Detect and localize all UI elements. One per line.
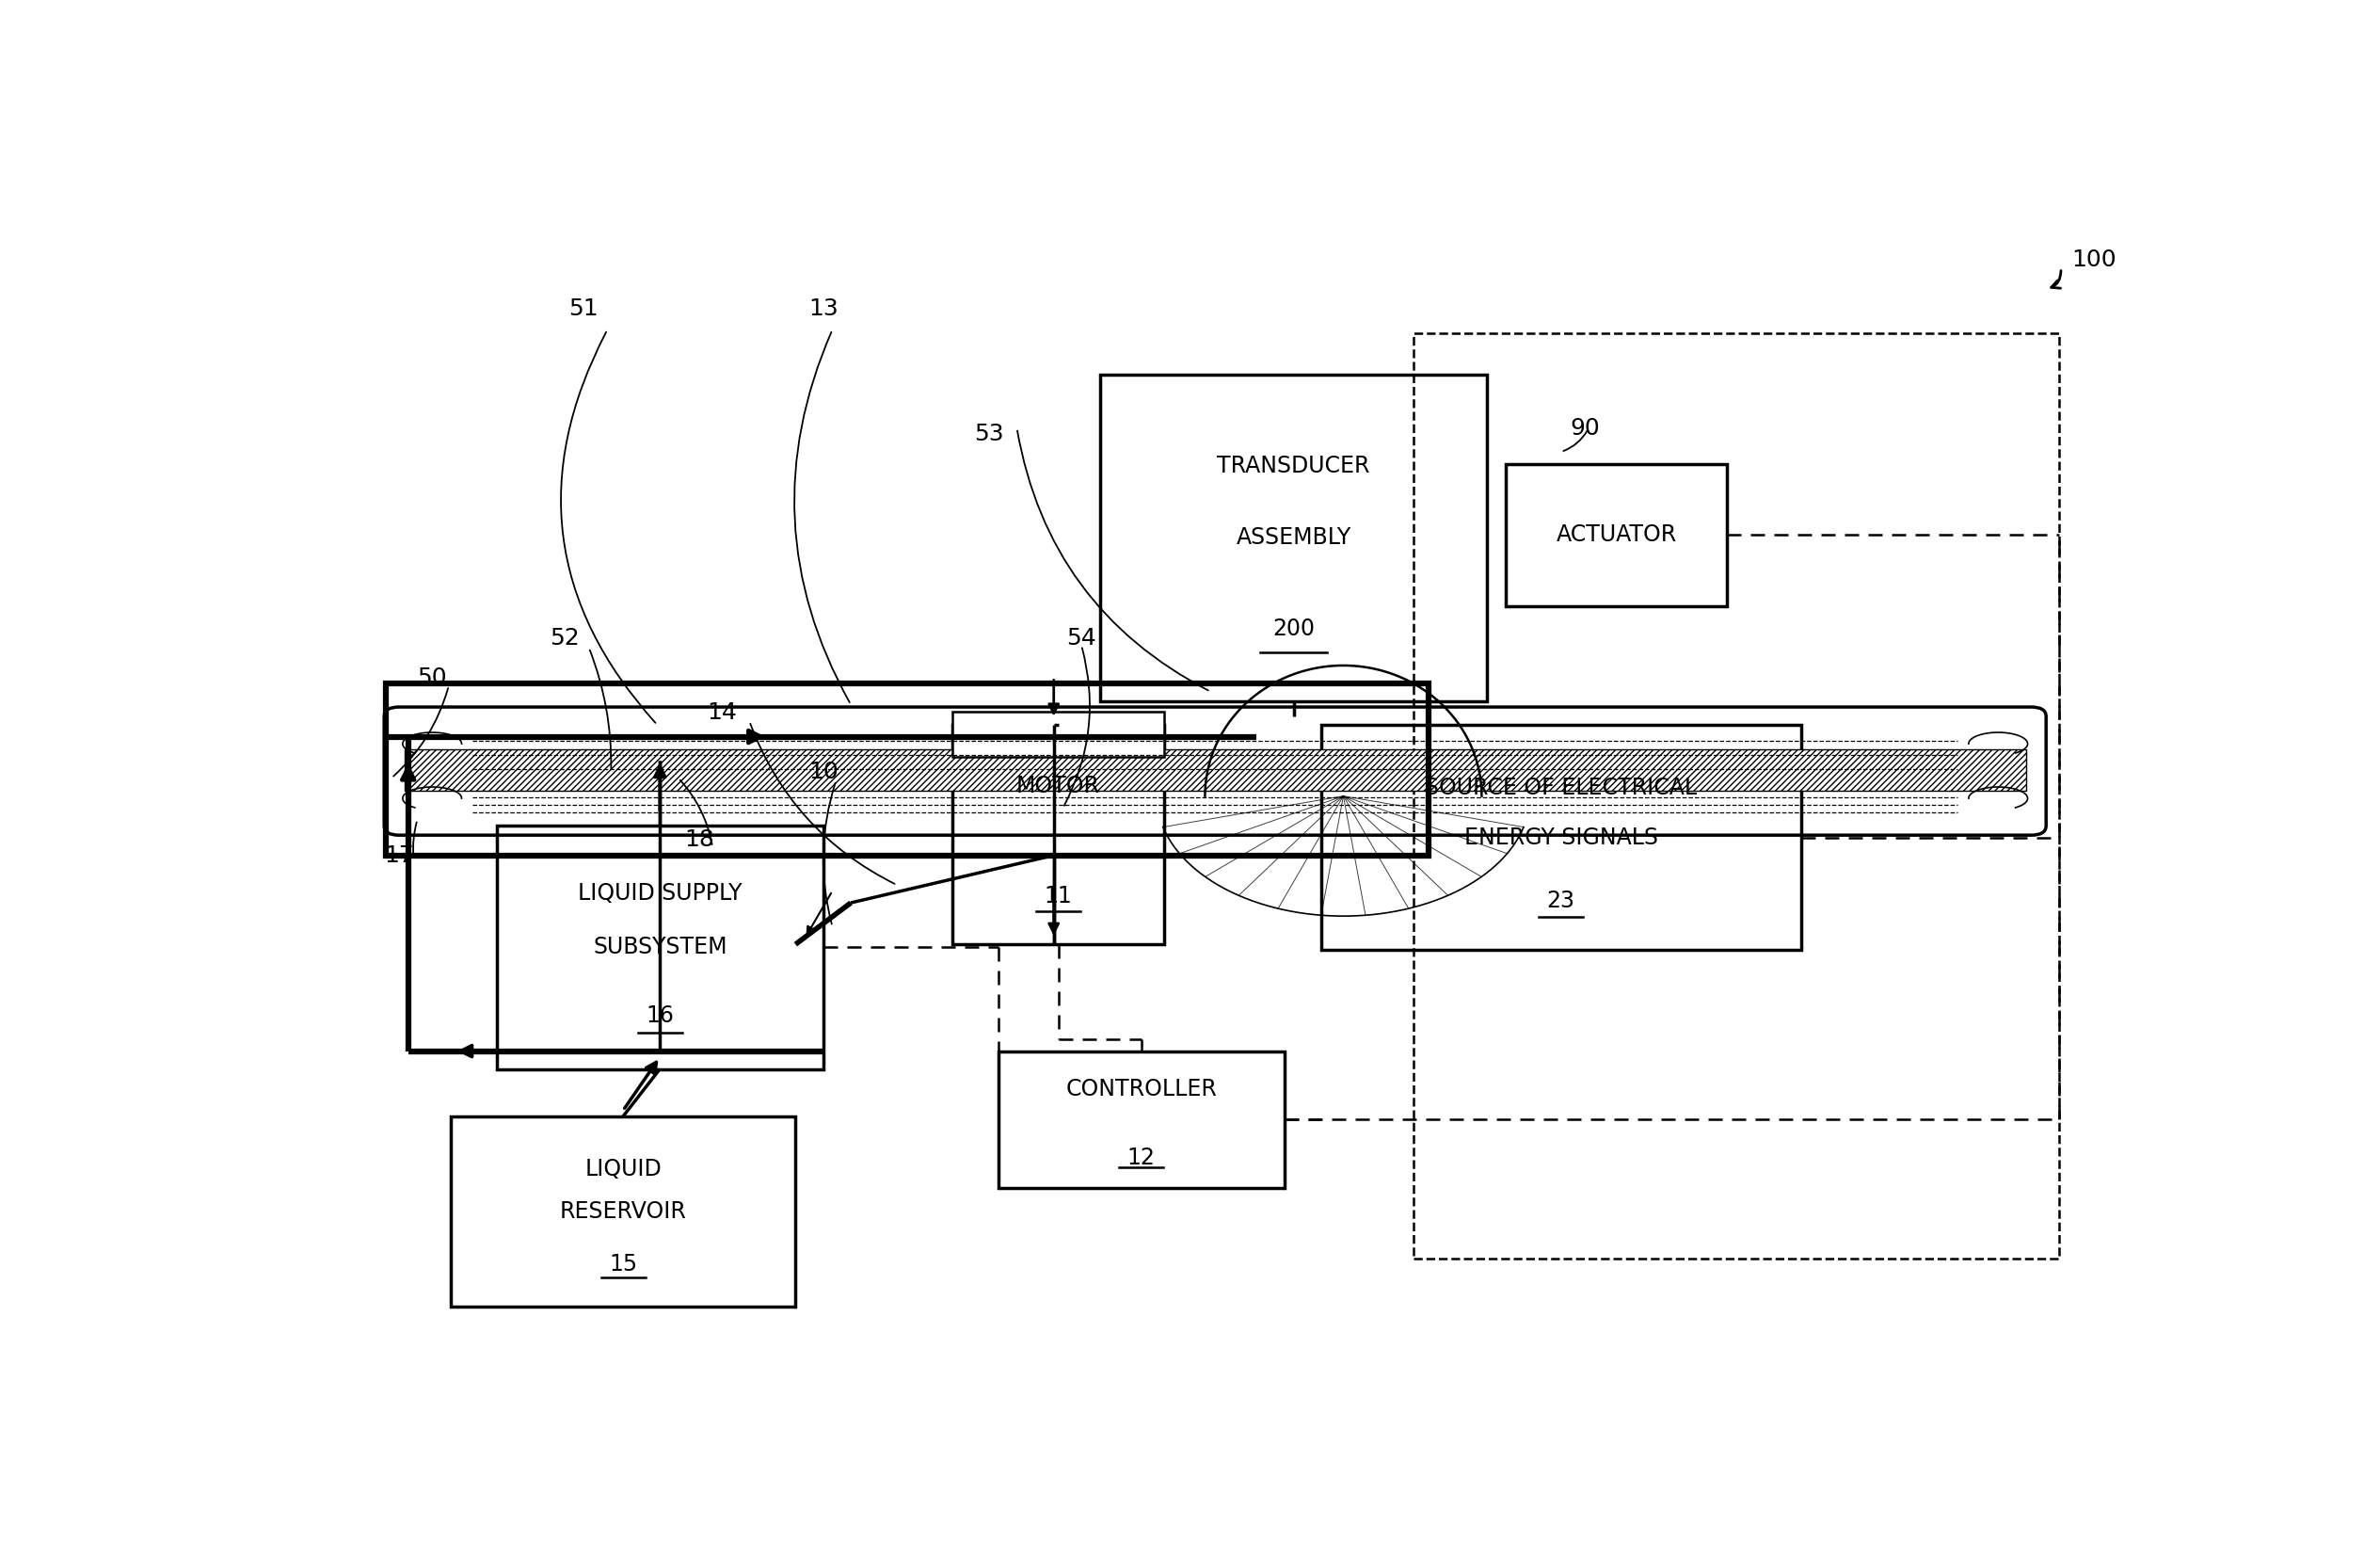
Text: LIQUID: LIQUID: [585, 1159, 662, 1180]
Text: SUBSYSTEM: SUBSYSTEM: [593, 935, 726, 959]
Bar: [405, 749, 2025, 791]
Bar: [386, 683, 1428, 855]
Text: 50: 50: [416, 666, 447, 689]
Text: 14: 14: [707, 701, 738, 724]
Text: 51: 51: [569, 297, 597, 319]
Text: ASSEMBLY: ASSEMBLY: [1235, 527, 1352, 549]
Text: 90: 90: [1571, 418, 1599, 439]
Bar: [1000, 1051, 1285, 1188]
Bar: [1507, 464, 1728, 606]
Text: ENERGY SIGNALS: ENERGY SIGNALS: [1464, 826, 1659, 849]
Bar: [952, 712, 1164, 757]
Bar: [952, 724, 1164, 945]
Text: 16: 16: [645, 1005, 674, 1026]
Text: TRANSDUCER: TRANSDUCER: [1216, 455, 1371, 478]
Text: 18: 18: [685, 829, 714, 851]
Text: 100: 100: [2073, 248, 2116, 271]
Text: 53: 53: [973, 422, 1004, 445]
Text: 52: 52: [550, 627, 581, 649]
Text: CONTROLLER: CONTROLLER: [1066, 1079, 1216, 1100]
Bar: [497, 826, 823, 1069]
Text: 10: 10: [809, 761, 838, 783]
Text: 200: 200: [1273, 618, 1314, 641]
Text: 54: 54: [1066, 627, 1097, 649]
Bar: [1100, 374, 1488, 701]
Text: 12: 12: [1128, 1147, 1154, 1168]
Text: ACTUATOR: ACTUATOR: [1557, 524, 1676, 546]
Bar: [1321, 724, 1802, 951]
Text: RESERVOIR: RESERVOIR: [559, 1200, 685, 1222]
Text: SOURCE OF ELECTRICAL: SOURCE OF ELECTRICAL: [1426, 777, 1697, 800]
Text: 23: 23: [1547, 889, 1576, 912]
Text: 15: 15: [609, 1253, 638, 1276]
Text: MOTOR: MOTOR: [1016, 775, 1100, 798]
Text: LIQUID SUPPLY: LIQUID SUPPLY: [578, 883, 743, 905]
Bar: [1414, 333, 2059, 1259]
Text: 13: 13: [809, 297, 838, 319]
Bar: [450, 1116, 795, 1307]
Text: 11: 11: [1045, 885, 1073, 908]
Text: 17: 17: [383, 844, 414, 866]
